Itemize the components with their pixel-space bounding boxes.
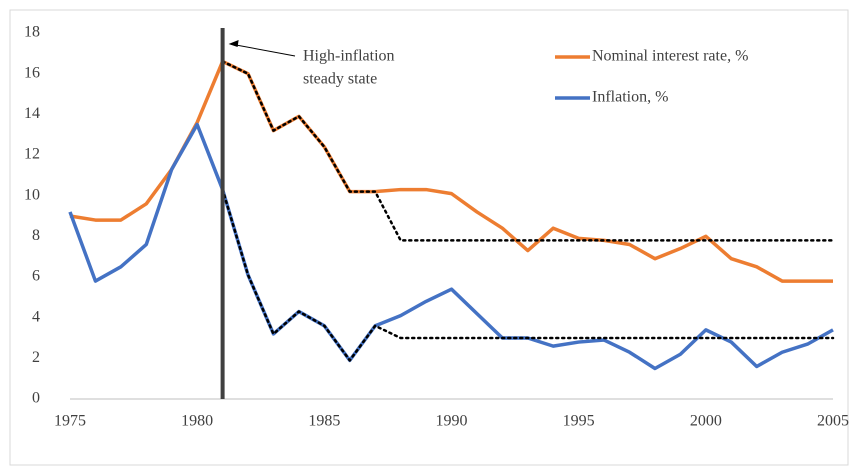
annotation-arrow xyxy=(230,43,296,57)
x-tick-label: 1975 xyxy=(54,413,86,430)
series-line xyxy=(69,59,833,283)
y-tick-label: 4 xyxy=(32,308,40,325)
series-line xyxy=(68,122,834,371)
y-tick-label: 10 xyxy=(24,186,40,203)
chart-frame xyxy=(9,9,849,466)
annotation-text: High-inflation xyxy=(303,48,395,65)
x-tick-label: 2005 xyxy=(817,413,849,430)
legend-label: Inflation, % xyxy=(592,89,668,106)
y-tick-label: 16 xyxy=(24,64,40,81)
steady-state-line xyxy=(221,60,835,242)
y-tick-label: 18 xyxy=(24,24,40,41)
y-tick-label: 14 xyxy=(24,105,40,122)
x-tick-label: 1985 xyxy=(308,413,340,430)
y-tick-label: 2 xyxy=(32,349,40,366)
legend-label: Nominal interest rate, % xyxy=(592,48,748,65)
annotation-arrowhead xyxy=(228,40,239,47)
y-tick-label: 0 xyxy=(32,390,40,407)
annotation-text: steady state xyxy=(303,71,377,88)
y-tick-label: 6 xyxy=(32,268,40,285)
x-tick-label: 1980 xyxy=(181,413,213,430)
steady-state-line xyxy=(221,188,835,362)
y-tick-label: 12 xyxy=(24,146,40,163)
y-tick-label: 8 xyxy=(32,227,40,244)
x-tick-label: 1995 xyxy=(563,413,595,430)
x-tick-label: 2000 xyxy=(690,413,722,430)
x-tick-label: 1990 xyxy=(436,413,468,430)
